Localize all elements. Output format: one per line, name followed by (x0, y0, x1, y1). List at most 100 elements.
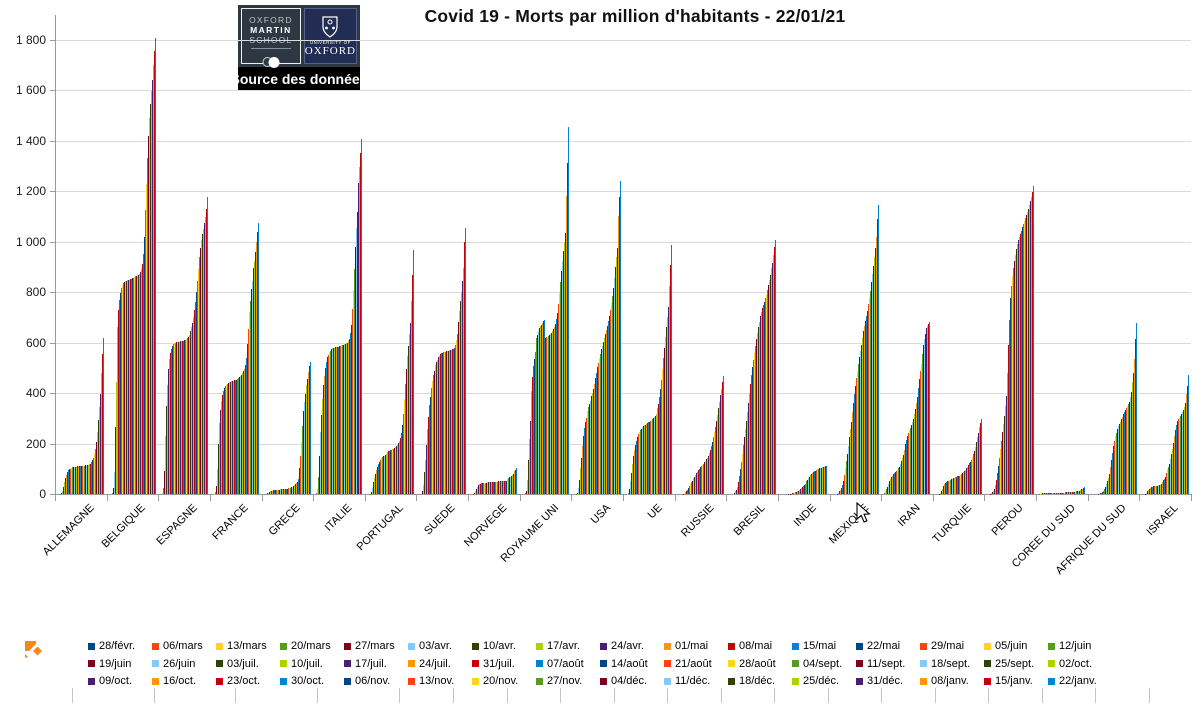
x-axis-label-usa: USA (588, 502, 613, 527)
source-link-block[interactable]: OXFORD MARTIN SCHOOL UNIVERSITY OF OXFOR… (231, 5, 367, 90)
legend-entry: 08/janv. (920, 675, 969, 687)
bar (1170, 454, 1172, 494)
bar (873, 256, 875, 494)
bar (370, 492, 372, 494)
bar (733, 493, 735, 494)
bar (294, 484, 296, 494)
legend-swatch (984, 677, 991, 685)
bar-group-perou (984, 15, 1036, 494)
bar (704, 462, 706, 494)
bar (61, 490, 63, 494)
bar (1070, 491, 1072, 494)
bar (336, 346, 338, 494)
bar (252, 281, 254, 494)
bar (914, 408, 916, 494)
legend-label: 10/avr. (483, 640, 517, 652)
legend-entry: 31/juil. (472, 658, 515, 670)
bar-group-italie (313, 15, 365, 494)
gridline-1800 (55, 39, 1191, 41)
bar (193, 310, 195, 494)
bar (68, 469, 70, 494)
bar (1164, 478, 1165, 494)
bar (493, 481, 495, 494)
bar (376, 466, 378, 494)
bar (738, 482, 740, 494)
gridline-1600 (55, 90, 1191, 92)
x-axis-label-bresil: BRESIL (731, 502, 768, 539)
bar (128, 280, 130, 494)
bar (800, 488, 802, 494)
bar-group-allemagne (55, 15, 107, 494)
bar (885, 491, 887, 494)
bar (1147, 491, 1149, 494)
legend-label: 31/déc. (867, 675, 904, 687)
bar (338, 346, 340, 494)
y-axis-label: 600 (25, 335, 46, 350)
bar (615, 257, 617, 494)
bar (309, 362, 311, 494)
bar (195, 292, 197, 494)
bar (62, 486, 64, 494)
bar-group-grece (262, 15, 314, 494)
bar (864, 325, 866, 494)
bar (583, 436, 585, 494)
bar (1042, 493, 1043, 494)
bar (317, 488, 319, 494)
bar (1081, 489, 1083, 494)
bar (324, 375, 326, 494)
bar (658, 403, 660, 494)
x-axis-tick (777, 494, 779, 501)
bar (916, 396, 918, 494)
x-axis-tick (55, 494, 56, 501)
bar (1014, 254, 1016, 494)
legend-entry: 19/juin (88, 658, 131, 670)
bar (1157, 485, 1159, 494)
bar (1063, 492, 1065, 494)
bar (630, 472, 632, 494)
bar (343, 344, 345, 494)
bar (516, 468, 518, 494)
bar (124, 282, 126, 494)
bar (892, 475, 894, 494)
bar (290, 487, 292, 494)
bar (902, 454, 904, 494)
bar (528, 439, 530, 494)
bar (1187, 374, 1189, 494)
bar-group-iran (881, 15, 933, 494)
bar (978, 432, 980, 494)
bar (1048, 492, 1050, 494)
bar (351, 309, 353, 494)
bar (899, 463, 901, 494)
x-axis-label-inde: INDE (792, 502, 820, 530)
bar-group-portugal (365, 15, 417, 494)
bar (148, 135, 149, 494)
bar (407, 356, 409, 494)
bar (1003, 424, 1005, 494)
bar (228, 382, 230, 494)
legend-swatch (408, 660, 415, 667)
bar (797, 490, 799, 494)
bar (404, 399, 406, 494)
bar (372, 482, 374, 494)
bar-group-mexique (830, 15, 882, 494)
source-des-donnees-button[interactable]: Source des données (231, 67, 367, 90)
bar (1185, 394, 1187, 494)
bar (237, 378, 239, 494)
legend-label: 15/janv. (995, 675, 1033, 687)
bar (798, 489, 800, 494)
bar (413, 250, 415, 494)
logo-text-university-of: UNIVERSITY OF (309, 39, 351, 45)
legend-label: 27/mars (355, 640, 395, 652)
bar (135, 276, 137, 494)
x-axis-label-suede: SUEDE (422, 502, 458, 538)
bar (578, 488, 580, 494)
bar (496, 481, 498, 494)
bar (427, 429, 429, 494)
bar (920, 363, 922, 494)
legend-entry: 30/oct. (280, 675, 324, 687)
bar (75, 466, 77, 494)
bar (447, 350, 449, 494)
bar (774, 239, 776, 494)
legend-label: 20/nov. (483, 675, 519, 687)
legend-label: 25/sept. (995, 657, 1035, 670)
